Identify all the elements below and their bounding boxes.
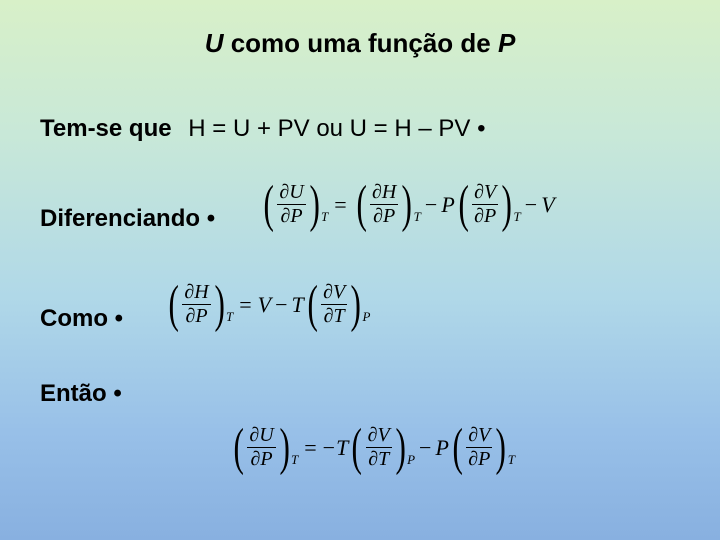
page-title: U como uma função de P xyxy=(0,28,720,59)
line-temse: Tem-se que H = U + PV ou U = H – PV • xyxy=(40,115,485,143)
line-entao: Então • xyxy=(40,380,122,408)
equation-final: (∂U∂P)T=−T(∂V∂T)P−P(∂V∂P)T xyxy=(230,425,515,470)
line-diferenciando: Diferenciando • xyxy=(40,205,215,233)
equation-differentiating: (∂U∂P)T=(∂H∂P)T−P(∂V∂P)T−V xyxy=(260,182,555,227)
line-como: Como • xyxy=(40,305,123,333)
equation-como: (∂H∂P)T=V−T(∂V∂T)P xyxy=(165,282,371,327)
title-U: U xyxy=(205,28,224,58)
temse-label: Tem-se que xyxy=(40,115,172,142)
temse-equation: H = U + PV ou U = H – PV • xyxy=(178,115,485,142)
title-mid: como uma função de xyxy=(223,28,498,58)
title-P: P xyxy=(498,28,515,58)
